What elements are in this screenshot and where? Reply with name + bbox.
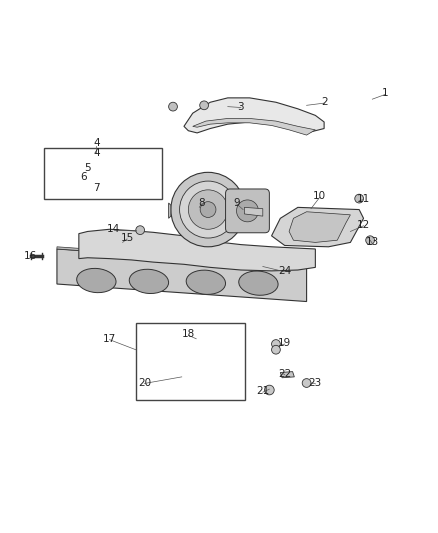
Circle shape <box>67 180 78 191</box>
Circle shape <box>272 340 280 349</box>
Text: 4: 4 <box>93 148 100 158</box>
Circle shape <box>272 345 280 354</box>
Circle shape <box>169 102 177 111</box>
Circle shape <box>188 190 228 229</box>
FancyBboxPatch shape <box>226 189 269 233</box>
PathPatch shape <box>184 98 324 133</box>
Text: 19: 19 <box>278 338 291 348</box>
Circle shape <box>200 201 216 217</box>
Text: 12: 12 <box>357 220 370 230</box>
Circle shape <box>171 172 245 247</box>
Polygon shape <box>189 336 204 342</box>
Text: 5: 5 <box>84 163 91 173</box>
Text: 23: 23 <box>309 377 322 387</box>
Text: 6: 6 <box>80 172 87 182</box>
PathPatch shape <box>79 229 315 271</box>
Polygon shape <box>169 203 171 219</box>
Circle shape <box>71 174 82 184</box>
Circle shape <box>182 367 201 386</box>
Text: 16: 16 <box>24 251 37 261</box>
Ellipse shape <box>129 269 169 294</box>
Text: 11: 11 <box>357 193 370 204</box>
Text: 17: 17 <box>103 334 116 344</box>
Text: 20: 20 <box>138 377 151 387</box>
Ellipse shape <box>239 271 278 295</box>
Circle shape <box>186 372 197 382</box>
Text: 18: 18 <box>182 329 195 340</box>
Polygon shape <box>57 247 307 266</box>
Text: 2: 2 <box>321 97 328 107</box>
Circle shape <box>82 182 93 193</box>
Circle shape <box>302 378 311 387</box>
Circle shape <box>200 101 208 110</box>
Circle shape <box>136 226 145 235</box>
Text: 15: 15 <box>120 233 134 243</box>
Circle shape <box>355 194 364 203</box>
Circle shape <box>237 200 258 222</box>
Polygon shape <box>272 207 364 247</box>
Text: 9: 9 <box>233 198 240 208</box>
Text: 14: 14 <box>107 224 120 235</box>
Text: 24: 24 <box>278 266 291 276</box>
Polygon shape <box>289 212 350 243</box>
Text: 3: 3 <box>237 102 244 111</box>
Circle shape <box>366 236 374 245</box>
PathPatch shape <box>193 118 315 135</box>
Text: 22: 22 <box>278 369 291 379</box>
FancyBboxPatch shape <box>136 324 245 400</box>
Text: 21: 21 <box>256 386 269 397</box>
Text: 1: 1 <box>382 88 389 99</box>
Text: 4: 4 <box>93 138 100 148</box>
Text: 13: 13 <box>366 237 379 247</box>
Text: 7: 7 <box>93 183 100 192</box>
Ellipse shape <box>77 269 116 293</box>
Text: 8: 8 <box>198 198 205 208</box>
Polygon shape <box>57 249 307 302</box>
Text: 10: 10 <box>313 191 326 201</box>
Polygon shape <box>244 207 263 216</box>
Circle shape <box>90 168 101 179</box>
Ellipse shape <box>186 270 226 294</box>
FancyBboxPatch shape <box>44 148 162 199</box>
Polygon shape <box>280 372 294 378</box>
Circle shape <box>180 181 237 238</box>
Circle shape <box>265 385 274 395</box>
